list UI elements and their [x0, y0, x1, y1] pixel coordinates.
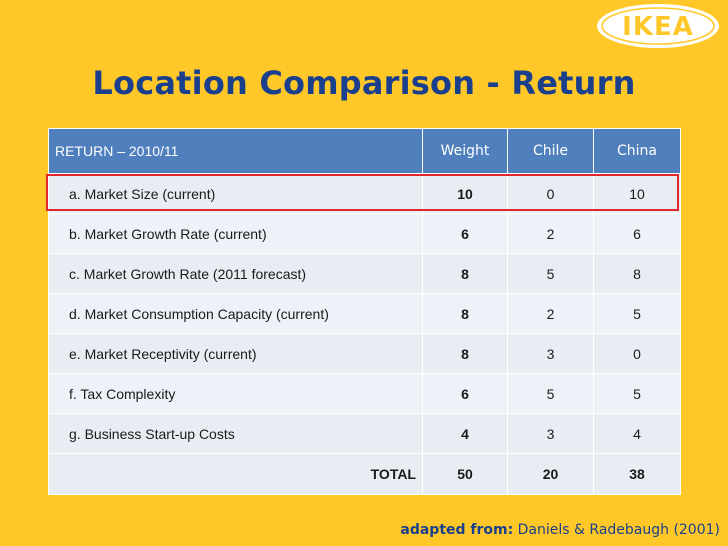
row-china: 6	[593, 213, 681, 254]
row-weight: 8	[422, 293, 508, 334]
row-chile: 2	[507, 213, 594, 254]
row-weight: 4	[422, 413, 508, 454]
header-china: China	[593, 128, 681, 174]
total-weight: 50	[422, 453, 508, 495]
row-weight: 10	[422, 173, 508, 214]
row-china: 5	[593, 373, 681, 414]
ikea-logo: IKEA	[596, 3, 720, 49]
row-label: c. Market Growth Rate (2011 forecast)	[48, 253, 423, 294]
header-weight: Weight	[422, 128, 508, 174]
row-label: e. Market Receptivity (current)	[48, 333, 423, 374]
table-row: c. Market Growth Rate (2011 forecast) 8 …	[48, 253, 681, 294]
row-weight: 6	[422, 373, 508, 414]
row-weight: 8	[422, 333, 508, 374]
table-row: a. Market Size (current) 10 0 10	[48, 173, 681, 214]
row-chile: 0	[507, 173, 594, 214]
row-chile: 5	[507, 373, 594, 414]
total-row: TOTAL 50 20 38	[48, 453, 681, 495]
source-label: adapted from:	[400, 522, 514, 538]
table-row: b. Market Growth Rate (current) 6 2 6	[48, 213, 681, 254]
row-chile: 2	[507, 293, 594, 334]
row-label: d. Market Consumption Capacity (current)	[48, 293, 423, 334]
table-row: d. Market Consumption Capacity (current)…	[48, 293, 681, 334]
table-header-row: RETURN – 2010/11 Weight Chile China	[48, 128, 681, 174]
row-china: 5	[593, 293, 681, 334]
row-weight: 8	[422, 253, 508, 294]
table-row: g. Business Start-up Costs 4 3 4	[48, 413, 681, 454]
row-china: 8	[593, 253, 681, 294]
row-label: a. Market Size (current)	[48, 173, 423, 214]
total-label: TOTAL	[48, 453, 423, 495]
total-chile: 20	[507, 453, 594, 495]
slide-title: Location Comparison - Return	[92, 64, 636, 102]
row-chile: 3	[507, 413, 594, 454]
return-comparison-table: RETURN – 2010/11 Weight Chile China a. M…	[48, 128, 681, 495]
row-chile: 5	[507, 253, 594, 294]
total-china: 38	[593, 453, 681, 495]
header-chile: Chile	[507, 128, 594, 174]
row-label: f. Tax Complexity	[48, 373, 423, 414]
row-china: 10	[593, 173, 681, 214]
header-label: RETURN – 2010/11	[48, 128, 423, 174]
row-china: 0	[593, 333, 681, 374]
ikea-logo-text: IKEA	[622, 12, 694, 42]
table-row: f. Tax Complexity 6 5 5	[48, 373, 681, 414]
source-text: Daniels & Radebaugh (2001)	[517, 522, 720, 538]
table-row: e. Market Receptivity (current) 8 3 0	[48, 333, 681, 374]
row-label: b. Market Growth Rate (current)	[48, 213, 423, 254]
row-weight: 6	[422, 213, 508, 254]
source-citation: adapted from: Daniels & Radebaugh (2001)	[400, 522, 720, 538]
row-china: 4	[593, 413, 681, 454]
row-chile: 3	[507, 333, 594, 374]
row-label: g. Business Start-up Costs	[48, 413, 423, 454]
